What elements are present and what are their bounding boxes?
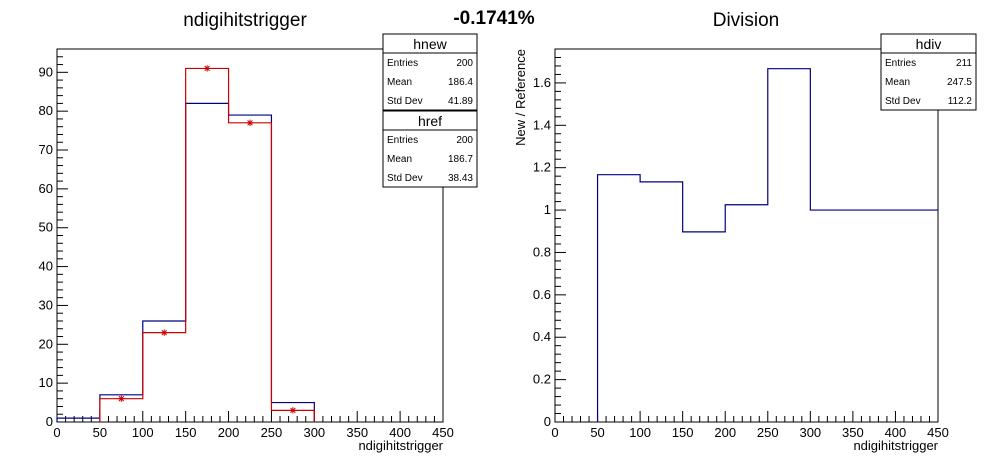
y-tick-label: 30	[39, 297, 53, 312]
y-tick-label: 80	[39, 103, 53, 118]
marker-stroke	[204, 65, 210, 72]
stats-row-label: Std Dev	[387, 173, 423, 184]
x-tick-label: 150	[672, 425, 694, 440]
chart-title: Division	[713, 10, 780, 31]
stats-row-value: 200	[456, 58, 473, 69]
x-tick-label: 200	[218, 425, 240, 440]
y-tick-label: 20	[39, 336, 53, 351]
stats-box-title: hdiv	[916, 36, 942, 52]
stats-row-label: Entries	[387, 58, 418, 69]
y-tick-label: 60	[39, 181, 53, 196]
x-axis-label: ndigihitstrigger	[358, 438, 443, 453]
stats-row-value: 211	[956, 58, 972, 69]
y-tick-label: 0.4	[533, 329, 551, 344]
chart-title: ndigihitstrigger	[183, 10, 307, 31]
y-tick-label: 90	[39, 64, 53, 79]
x-tick-label: 400	[389, 425, 411, 440]
y-axis-label: New / Reference	[513, 49, 528, 146]
x-tick-label: 50	[93, 425, 107, 440]
y-tick-label: 0.6	[533, 287, 551, 302]
x-tick-label: 50	[590, 425, 604, 440]
y-tick-label: 1.6	[533, 75, 551, 90]
y-tick-label: 1.2	[533, 160, 551, 175]
y-tick-label: 1.4	[533, 117, 551, 132]
y-tick-label: 0.2	[533, 372, 551, 387]
stats-box-frame	[382, 33, 478, 111]
x-tick-label: 0	[551, 425, 558, 440]
y-tick-label: 40	[39, 259, 53, 274]
x-tick-label: 150	[175, 425, 197, 440]
y-tick-label: 70	[39, 142, 53, 157]
x-tick-label: 100	[132, 425, 154, 440]
series-line-hdiv	[596, 68, 938, 422]
data-point-hnew	[203, 65, 211, 72]
stats-row-label: Entries	[387, 135, 418, 146]
stats-row-label: Mean	[387, 77, 412, 88]
stats-box-hnew: hnew Entries 200 Mean 186.4 Std Dev 41.89	[382, 33, 478, 111]
right-panel-division: Division 0 50 100 150 200 250 300 350 400 450 0 0.2 0…	[513, 10, 977, 453]
stats-row-value: 200	[456, 135, 473, 146]
x-axis-label: ndigihitstrigger	[853, 438, 938, 453]
stats-box-frame	[880, 33, 977, 111]
x-tick-label: 300	[799, 425, 821, 440]
x-tick-label: 100	[629, 425, 651, 440]
y-tick-label: 1	[544, 202, 551, 217]
marker-stroke	[118, 395, 125, 402]
x-tick-label: 350	[842, 425, 864, 440]
stats-box-title: hnew	[413, 36, 447, 52]
x-tick-label: 250	[261, 425, 283, 440]
x-tick-label: 250	[757, 425, 779, 440]
y-tick-label: 0.8	[533, 244, 551, 259]
x-tick-label: 450	[927, 425, 949, 440]
y-tick-label: 0	[46, 414, 53, 429]
y-tick-label: 10	[39, 375, 53, 390]
x-tick-label: 300	[303, 425, 325, 440]
data-point-hnew	[161, 329, 168, 336]
y-tick-label: 0	[544, 414, 551, 429]
stats-row-value: 247.5	[947, 77, 972, 88]
marker-stroke	[247, 120, 253, 126]
stats-box-title: href	[418, 113, 442, 129]
stats-row-value: 41.89	[448, 96, 473, 107]
data-point-hnew	[289, 407, 297, 414]
y-tick-label: 50	[39, 220, 53, 235]
stats-row-label: Std Dev	[885, 96, 921, 107]
x-tick-label: 0	[53, 425, 60, 440]
stats-box-frame	[382, 110, 478, 188]
stats-row-value: 186.4	[448, 77, 473, 88]
marker-stroke	[161, 329, 167, 336]
series-line-hnew	[99, 67, 315, 422]
stats-row-label: Std Dev	[387, 96, 423, 107]
stats-row-value: 38.43	[448, 173, 473, 184]
stats-row-value: 112.2	[948, 96, 973, 107]
stats-row-label: Mean	[885, 77, 910, 88]
percent-difference-label: -0.1741%	[453, 8, 534, 29]
x-tick-label: 350	[346, 425, 368, 440]
stats-row-value: 186.7	[448, 154, 473, 165]
x-tick-label: 400	[885, 425, 907, 440]
marker-stroke	[290, 407, 296, 414]
x-tick-label: 450	[432, 425, 454, 440]
data-point-hnew	[246, 119, 254, 127]
stats-row-label: Mean	[387, 154, 412, 165]
stats-row-label: Entries	[885, 58, 916, 69]
data-point-hnew	[118, 395, 125, 402]
x-tick-label: 200	[714, 425, 736, 440]
